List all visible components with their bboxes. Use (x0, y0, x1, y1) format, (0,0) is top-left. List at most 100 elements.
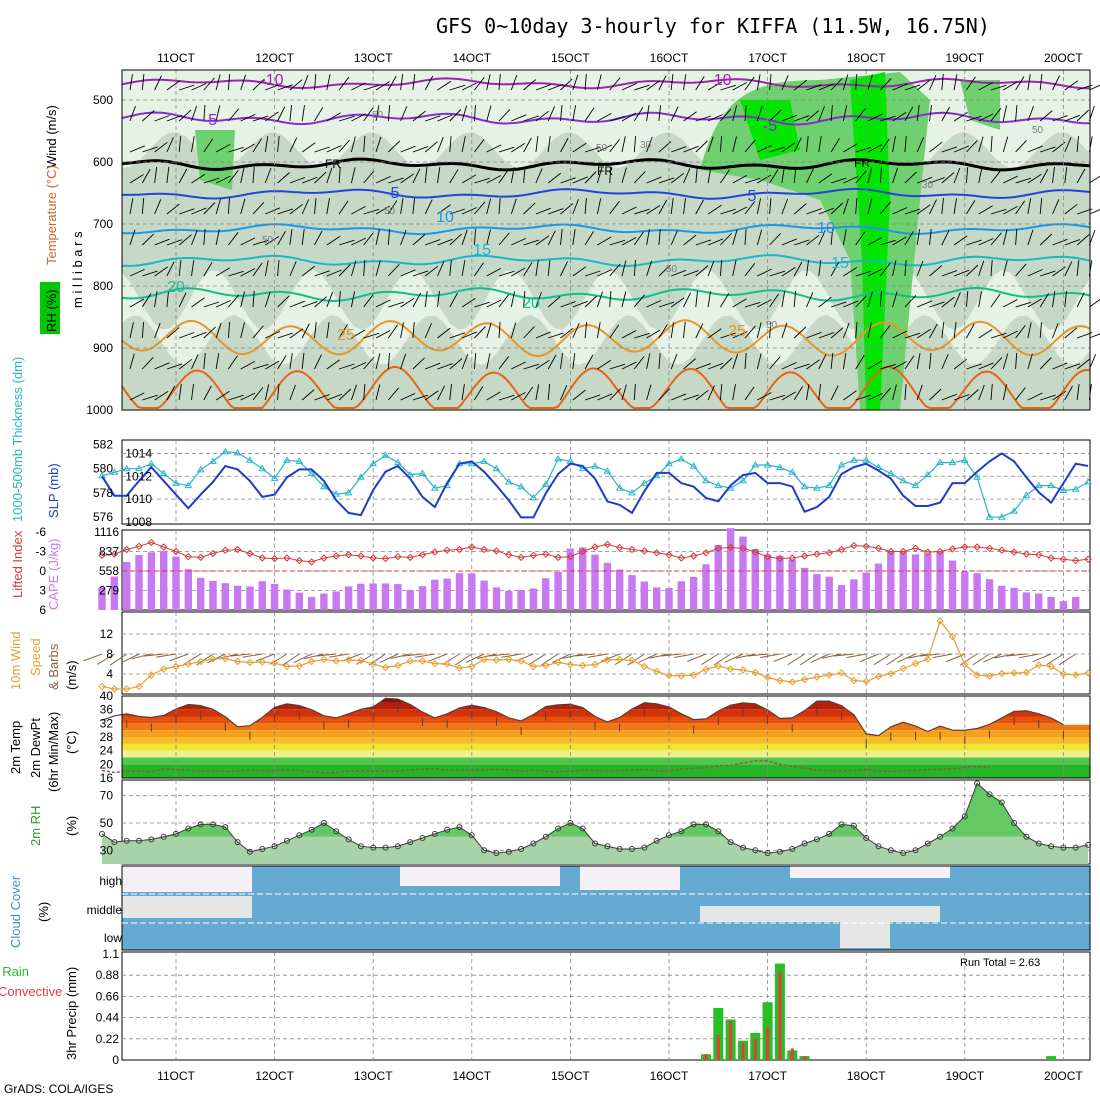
wind-barb (892, 207, 908, 215)
wind-barb (473, 353, 477, 370)
wind10m-speed-line (101, 619, 1089, 690)
wind-barb (350, 384, 357, 401)
wind-barb (363, 232, 374, 246)
x-tick-bottom-4: 15OCT (551, 1069, 590, 1083)
wind-barb (953, 167, 961, 184)
wind-barb (781, 142, 796, 153)
wind-barb (867, 268, 883, 277)
wind-barb (412, 146, 429, 153)
wind-barb (240, 74, 247, 91)
wind-barb (1064, 291, 1067, 308)
wind-barb (166, 137, 174, 153)
wind-barb (670, 198, 674, 215)
lifted-marker (480, 545, 488, 554)
contour-label: 15 (831, 255, 849, 272)
lifted-marker (924, 548, 932, 556)
wind-barb (560, 137, 569, 153)
cape-bar (566, 548, 575, 610)
rh2m-marker (653, 837, 660, 844)
wind-barb (252, 325, 264, 339)
wind-barb (535, 291, 542, 308)
wind-barb (670, 230, 678, 246)
wind10m-marker (936, 617, 944, 625)
temp2m-band (122, 743, 1090, 751)
wind-barb (535, 235, 550, 246)
wind-barb (1052, 362, 1068, 370)
wind-barb (400, 269, 416, 277)
precip-tick: 0 (112, 1053, 119, 1067)
thickness-marker (480, 457, 488, 464)
wind10m-marker (973, 671, 981, 679)
wind-barb (191, 136, 195, 153)
wind-barb (166, 203, 180, 215)
wind-barb (338, 166, 341, 184)
wind-barb (904, 84, 921, 91)
wind-barb (683, 322, 686, 339)
thickness-marker (320, 482, 328, 490)
wind-barb (633, 259, 636, 277)
wind-barb (289, 384, 296, 401)
wind-barb (879, 325, 891, 339)
lifted-marker (739, 544, 747, 553)
wind-barb (732, 331, 748, 339)
wind-barb (461, 229, 468, 246)
wind-barb (338, 291, 341, 308)
wind-barb (547, 296, 561, 308)
slp-tick: 1008 (125, 515, 152, 529)
dewpt-line (101, 760, 990, 774)
thickness-marker (1034, 481, 1043, 489)
wind-barb (338, 388, 352, 401)
wind10m-barb (218, 653, 238, 660)
wind-barb (326, 291, 334, 308)
wind-barb (548, 332, 564, 339)
lifted-marker (665, 551, 673, 559)
lifted-marker (961, 543, 969, 551)
wind-barb (842, 198, 849, 215)
wind-barb (916, 137, 925, 153)
wind-barb (732, 136, 737, 153)
wind-barb (240, 392, 256, 401)
wind-barb (572, 266, 587, 277)
thickness-marker (948, 458, 957, 466)
wind-barb (277, 106, 286, 122)
rh2m-marker (542, 833, 549, 840)
y-tick: 4 (106, 667, 113, 681)
wind-barb (720, 357, 733, 370)
rh2m-marker (308, 826, 315, 833)
thickness-marker (640, 479, 649, 486)
wind-barb (683, 394, 699, 401)
lifted-marker (948, 545, 957, 553)
wind-barb (978, 329, 993, 339)
wind-barb (449, 384, 452, 401)
wind-barb (400, 353, 407, 370)
lifted-marker (209, 549, 217, 558)
wind-barb (227, 321, 231, 339)
wind-barb (830, 177, 847, 184)
precip-tick: 1.1 (102, 947, 119, 961)
wind-barb (990, 383, 993, 401)
wind10m-barb (428, 653, 448, 662)
rh-shade-bright-2 (740, 100, 800, 160)
wind-barb (203, 301, 220, 308)
wind-barb (154, 266, 168, 277)
wind-barb (978, 136, 984, 153)
wind-barb (154, 391, 169, 401)
wind-barb (179, 208, 195, 215)
slp-tick: 1014 (125, 446, 152, 460)
wind-barb (818, 105, 825, 122)
cape-bar (529, 588, 538, 610)
wind-barb (609, 139, 620, 153)
wind-barb (892, 384, 897, 401)
wind-barb (203, 326, 216, 339)
wind-barb (633, 294, 646, 308)
wind-barb (154, 291, 158, 308)
wind-barb (916, 328, 931, 339)
wind10m-barb (528, 653, 547, 666)
wind-barb (363, 259, 366, 277)
cape-bar (911, 554, 920, 610)
wind-barb (277, 295, 290, 308)
wind-barb (769, 109, 782, 122)
